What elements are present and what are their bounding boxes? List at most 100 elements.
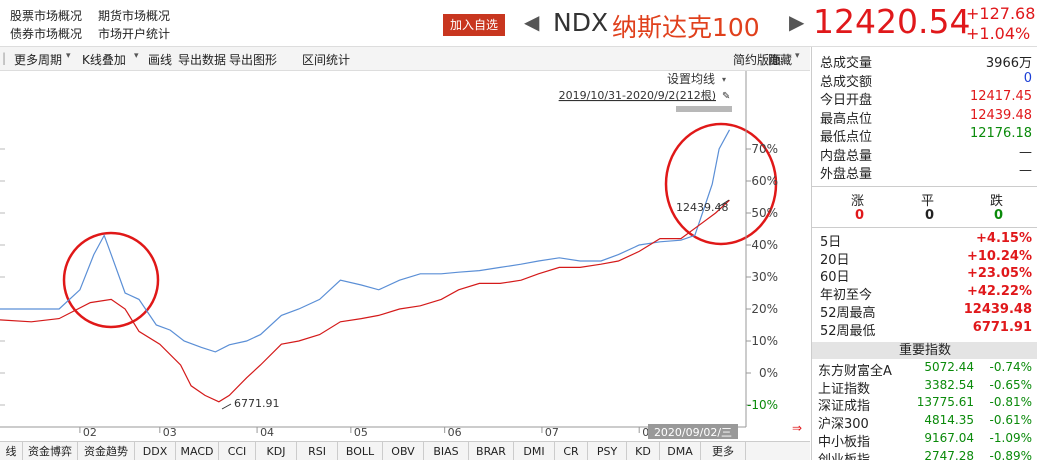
y-tick-label: 20% bbox=[751, 302, 778, 316]
index-change: -0.61% bbox=[989, 413, 1032, 428]
index-name[interactable]: 深证成指 bbox=[818, 399, 871, 415]
x-tick-label: 06 bbox=[448, 426, 462, 439]
indicator-tab[interactable]: BIAS bbox=[424, 442, 469, 460]
period-label: 52周最高 bbox=[820, 305, 876, 321]
low-label: 6771.91 bbox=[234, 397, 280, 410]
index-name: 纳斯达克100 bbox=[612, 13, 760, 42]
x-tick-label: 04 bbox=[260, 426, 274, 439]
period-label: 20日 bbox=[820, 252, 850, 268]
toolbar-button[interactable]: 区间统计 bbox=[302, 53, 351, 67]
section-header: 重要指数 bbox=[812, 342, 1037, 359]
indicator-tab[interactable]: OBV bbox=[383, 442, 424, 460]
link[interactable]: 股票市场概况 bbox=[10, 9, 83, 23]
link[interactable]: 期货市场概况 bbox=[98, 9, 171, 23]
next-arrow[interactable]: ▶ bbox=[789, 10, 805, 34]
period-label: 52周最低 bbox=[820, 323, 876, 339]
link[interactable]: 市场开户统计 bbox=[98, 27, 171, 41]
x-tick-label: 03 bbox=[163, 426, 177, 439]
toolbar-button[interactable]: 更多周期 bbox=[14, 53, 63, 67]
toolbar-button[interactable]: 导出图形 bbox=[229, 53, 278, 67]
period-value: +4.15% bbox=[976, 231, 1032, 246]
indicator-tab[interactable]: KDJ bbox=[256, 442, 297, 460]
indicator-tab[interactable]: PSY bbox=[588, 442, 627, 460]
toolbar-button[interactable]: 隐藏 bbox=[768, 53, 793, 67]
index-price: 3382.54 bbox=[924, 377, 974, 392]
index-price: 4814.35 bbox=[924, 413, 974, 428]
stat-value: — bbox=[1019, 163, 1032, 178]
cursor-date: 2020/09/02/三 bbox=[654, 426, 732, 439]
indicator-tab[interactable]: BOLL bbox=[338, 442, 383, 460]
period-value: 6771.91 bbox=[972, 319, 1032, 335]
indicator-tab[interactable]: CR bbox=[555, 442, 588, 460]
index-name[interactable]: 中小板指 bbox=[818, 434, 871, 450]
toolbar: | 更多周期 ▾ K线叠加 ▾ 画线 导出数据 导出图形 区间统计 简约版面 隐藏 ▾ bbox=[0, 47, 810, 71]
y-tick-label: 60% bbox=[751, 174, 778, 188]
period-label: 60日 bbox=[820, 270, 850, 286]
indicator-tab[interactable]: DMI bbox=[514, 442, 555, 460]
indicator-tabs: 线资金博弈 资金趋势 DDX MACD CCI KDJ RSI BOLL OBV BIAS BRAR… bbox=[0, 441, 810, 460]
divider bbox=[812, 227, 1037, 228]
pointer-arrow bbox=[717, 199, 730, 208]
price: 12420.54 bbox=[813, 2, 971, 41]
indicator-tab[interactable]: 资金博弈 bbox=[23, 442, 78, 460]
stat-label: 今日开盘 bbox=[820, 93, 873, 108]
x-tick-label: 07 bbox=[545, 426, 559, 439]
indicator-tab[interactable]: KD bbox=[627, 442, 660, 460]
breadth-value: 0 bbox=[994, 208, 1004, 223]
stat-label: 内盘总量 bbox=[820, 148, 873, 164]
y-tick-label: 40% bbox=[751, 238, 778, 252]
index-name[interactable]: 创业板指 bbox=[818, 452, 871, 460]
toolbar-button[interactable]: 简约版面 bbox=[733, 53, 782, 67]
y-tick-label: 30% bbox=[751, 270, 778, 284]
indicator-tab[interactable]: MACD bbox=[176, 442, 219, 460]
dotted-strip bbox=[676, 106, 732, 112]
indicator-tab[interactable]: DMA bbox=[660, 442, 701, 460]
change: +127.68 bbox=[966, 4, 1036, 23]
prev-arrow[interactable]: ◀ bbox=[524, 10, 540, 34]
index-price: 9167.04 bbox=[924, 430, 974, 445]
indicator-tab[interactable]: BRAR bbox=[469, 442, 514, 460]
period-label: 年初至今 bbox=[820, 288, 873, 304]
index-change: -1.09% bbox=[989, 430, 1032, 445]
index-name[interactable]: 上证指数 bbox=[818, 381, 871, 397]
indicator-tab[interactable]: 线 bbox=[0, 442, 23, 460]
high-label: 12439.48 bbox=[676, 201, 729, 214]
toolbar-button[interactable]: 导出数据 bbox=[178, 53, 227, 67]
index-name[interactable]: 沪深300 bbox=[818, 417, 869, 433]
breadth-label: 涨 bbox=[851, 194, 865, 209]
setting-menu[interactable]: 设置均线 bbox=[667, 72, 715, 86]
index-name[interactable]: 东方财富全A bbox=[818, 364, 892, 379]
series-line bbox=[0, 129, 731, 353]
dropdown-arrow: ▾ bbox=[66, 51, 71, 61]
expand-icon[interactable]: ⇒ bbox=[792, 421, 802, 435]
highlight-circle bbox=[664, 122, 778, 246]
separator: | bbox=[2, 51, 7, 65]
link[interactable]: 债券市场概况 bbox=[10, 27, 83, 41]
series-line bbox=[0, 199, 730, 403]
index-change: -0.81% bbox=[989, 395, 1032, 410]
index-change: -0.74% bbox=[989, 360, 1032, 374]
indicator-tab[interactable]: 更多 bbox=[701, 442, 746, 460]
indicator-tab[interactable]: CCI bbox=[219, 442, 256, 460]
indicator-tab[interactable]: DDX bbox=[135, 442, 176, 460]
stat-label: 最低点位 bbox=[820, 130, 873, 145]
period-label: 5日 bbox=[820, 235, 842, 250]
pointer-arrow bbox=[221, 403, 232, 410]
add-watchlist-button[interactable]: 加入自选 bbox=[443, 14, 505, 36]
cursor-date-box bbox=[648, 424, 738, 439]
index-price: 5072.44 bbox=[924, 360, 974, 374]
toolbar-button[interactable]: 画线 bbox=[148, 53, 173, 67]
toolbar-button[interactable]: K线叠加 bbox=[82, 53, 126, 67]
stat-value: 12176.18 bbox=[969, 126, 1032, 141]
indicator-tab[interactable]: 资金趋势 bbox=[78, 442, 135, 460]
breadth-value: 0 bbox=[855, 208, 865, 223]
x-tick-label: 02 bbox=[83, 426, 97, 439]
stat-label: 最高点位 bbox=[820, 111, 873, 127]
stat-value: — bbox=[1019, 144, 1032, 160]
index-price: 2747.28 bbox=[924, 448, 974, 460]
indicator-tab[interactable]: RSI bbox=[297, 442, 338, 460]
y-tick-label: 70% bbox=[751, 142, 778, 156]
breadth-label: 平 bbox=[921, 194, 935, 209]
change-pct: +1.04% bbox=[966, 24, 1031, 43]
index-change: -0.89% bbox=[989, 448, 1032, 460]
